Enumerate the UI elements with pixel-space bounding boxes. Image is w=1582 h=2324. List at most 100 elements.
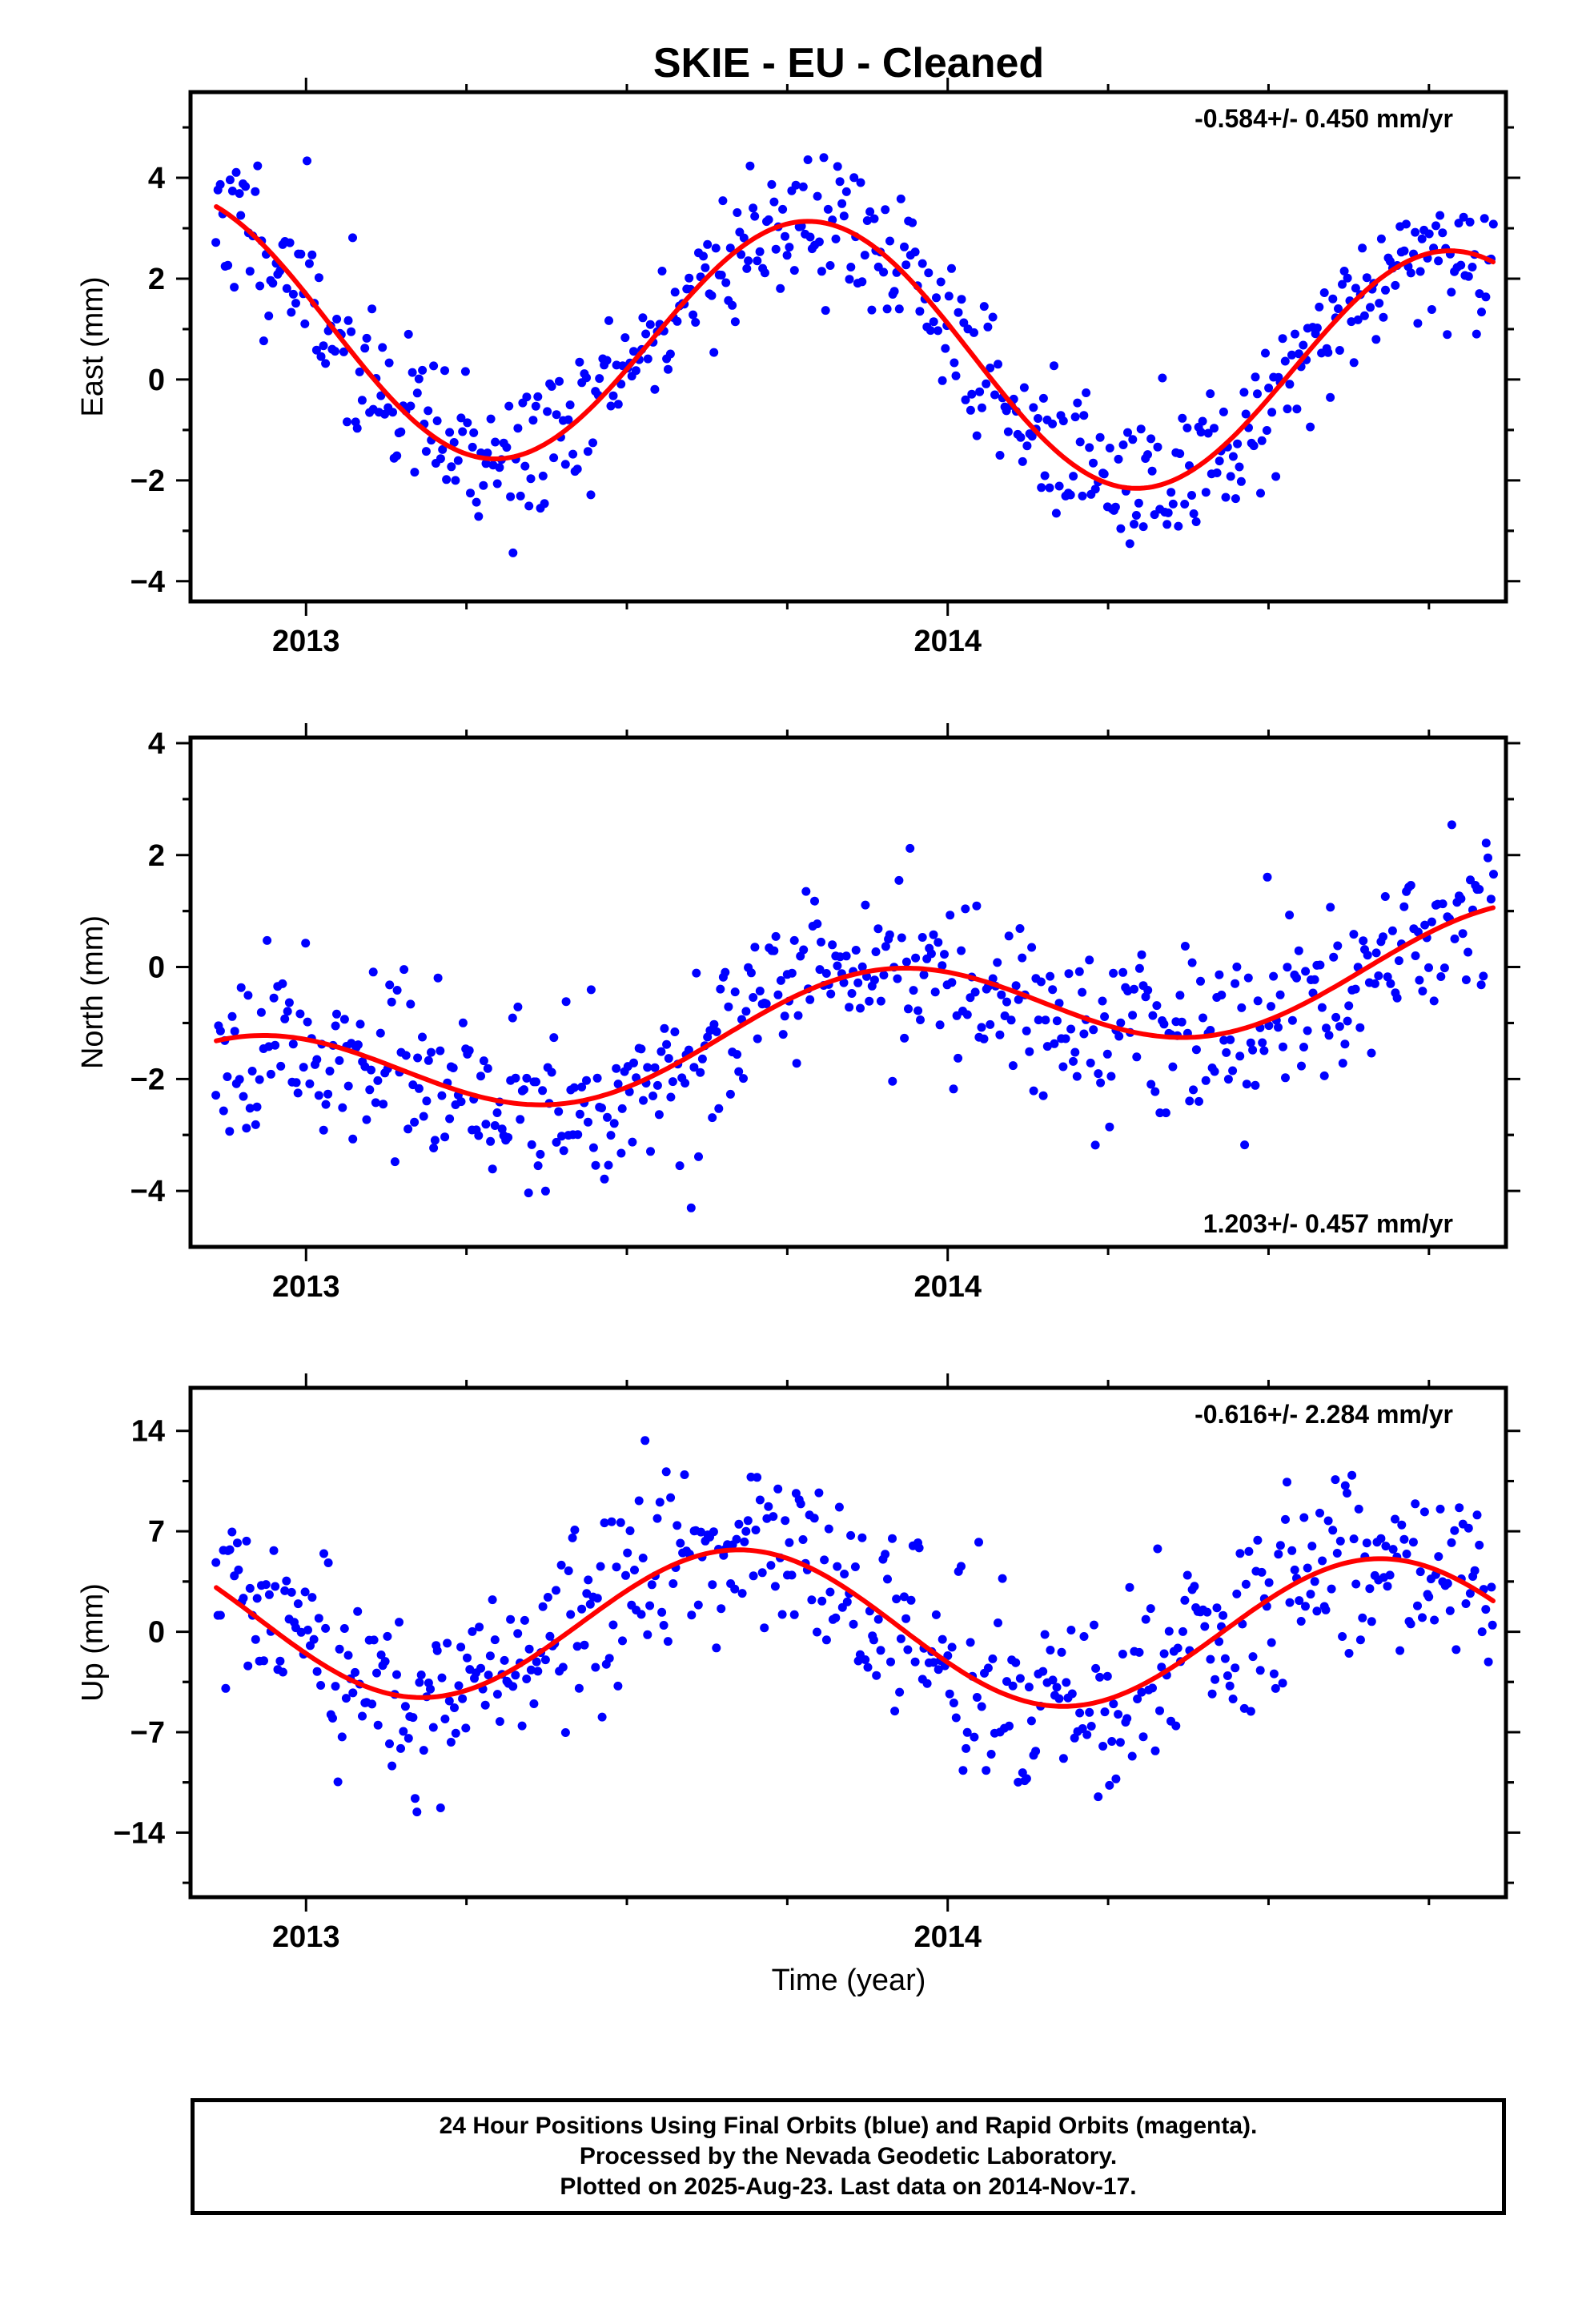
data-point [278,1667,287,1677]
data-point [338,1103,347,1112]
data-point [353,1606,363,1616]
data-point [1175,991,1185,1000]
data-point [957,295,966,304]
data-point [807,1595,817,1605]
data-point [895,1687,905,1697]
data-point [1475,885,1484,894]
data-point [256,1007,266,1017]
plot-area [211,153,1498,557]
data-point [994,360,1002,369]
data-point [1381,285,1390,295]
data-point [606,401,616,411]
data-point [502,443,512,452]
data-point [834,1502,844,1512]
data-point [896,194,905,203]
data-point [379,1100,388,1109]
data-point [869,975,879,985]
data-point [1100,1707,1110,1717]
data-point [538,1602,548,1611]
data-point [266,1069,275,1079]
data-point [245,1583,255,1593]
data-point [703,1032,713,1042]
data-point [1349,1534,1359,1544]
data-point [348,233,357,243]
data-point [1215,1637,1224,1647]
data-point [282,1576,291,1586]
data-point [247,1067,257,1076]
data-point [643,1630,652,1639]
data-point [947,1642,957,1652]
data-point [961,904,970,914]
plot-frame [188,1385,1508,1900]
data-point [577,1604,587,1614]
data-point [1211,1675,1220,1684]
data-point [821,969,831,978]
data-point [749,203,758,213]
data-point [275,1656,285,1666]
data-point [400,1702,410,1711]
data-point [1399,246,1409,255]
data-point [1323,1516,1333,1526]
data-point [511,1671,520,1680]
data-point [885,236,894,246]
data-point [1326,903,1335,912]
data-point [412,1807,422,1817]
data-point [853,978,863,987]
data-point [833,961,842,971]
data-point [251,1120,260,1129]
data-point [668,1077,677,1087]
data-point [1419,1507,1429,1517]
data-point [842,1597,852,1606]
data-point [1011,1658,1021,1667]
data-point [1351,1579,1361,1589]
data-point [936,277,946,287]
data-point [634,1496,644,1506]
data-point [527,1140,536,1149]
data-point [673,1521,682,1530]
data-point [1427,917,1436,927]
data-point [1046,1646,1055,1655]
data-point [1391,1514,1399,1524]
data-point [1100,1012,1110,1021]
data-point [592,1073,602,1083]
data-point [1171,1721,1181,1731]
data-point [1253,1535,1263,1545]
data-point [582,1076,591,1085]
data-point [1259,1046,1269,1055]
data-point [944,292,954,301]
data-point [392,1670,401,1679]
data-point [1075,437,1085,447]
data-point [860,251,869,260]
data-point [753,1473,762,1482]
data-point [721,967,730,977]
data-point [662,1039,672,1049]
data-point [1217,991,1227,999]
data-point [1143,986,1153,995]
data-point [1411,227,1420,237]
data-point [1335,346,1344,355]
data-point [910,1657,920,1667]
data-point [643,1063,652,1072]
data-point [408,1713,418,1723]
data-point [1335,1536,1345,1546]
data-point [1332,1549,1342,1558]
data-point [490,1121,500,1130]
y-tick-label: −2 [130,464,165,498]
data-point [314,1614,323,1623]
data-point [1299,1043,1308,1051]
data-point [1303,1026,1312,1035]
data-point [314,1091,323,1100]
data-point [899,1592,909,1602]
data-point [1066,1024,1076,1034]
data-point [1162,520,1172,529]
data-point [1406,268,1415,278]
data-point [1031,1747,1041,1756]
data-point [1232,962,1242,971]
data-point [506,1614,516,1624]
data-point [1189,1085,1198,1095]
data-point [872,1671,881,1680]
data-point [1114,1031,1124,1041]
data-point [1447,287,1456,297]
data-point [1157,1663,1166,1672]
data-point [890,1707,900,1716]
